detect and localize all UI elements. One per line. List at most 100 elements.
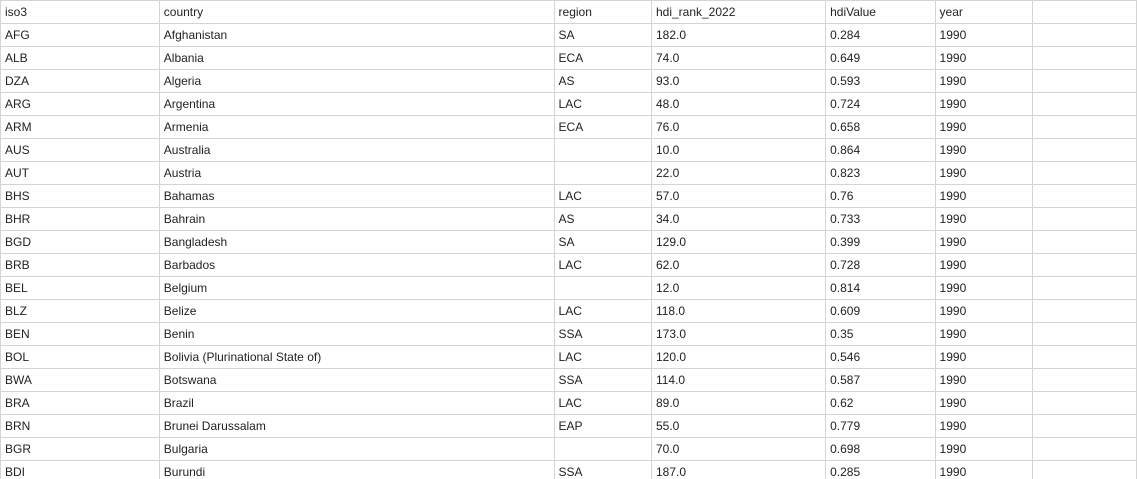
cell-region[interactable]: LAC — [553, 391, 652, 415]
cell-year[interactable]: 1990 — [934, 276, 1033, 300]
cell-extra[interactable] — [1031, 23, 1137, 47]
cell-iso3[interactable]: ARG — [0, 92, 160, 116]
cell-year[interactable]: 1990 — [934, 46, 1033, 70]
cell-extra[interactable] — [1031, 276, 1137, 300]
cell-country[interactable]: Bolivia (Plurinational State of) — [158, 345, 555, 369]
column-header-extra[interactable] — [1031, 0, 1137, 24]
cell-iso3[interactable]: ARM — [0, 115, 160, 139]
cell-country[interactable]: Armenia — [158, 115, 555, 139]
cell-extra[interactable] — [1031, 460, 1137, 479]
cell-hdi-value[interactable]: 0.399 — [825, 230, 936, 254]
cell-hdi-rank-2022[interactable]: 74.0 — [650, 46, 827, 70]
cell-iso3[interactable]: BLZ — [0, 299, 160, 323]
cell-extra[interactable] — [1031, 69, 1137, 93]
cell-year[interactable]: 1990 — [934, 23, 1033, 47]
cell-hdi-rank-2022[interactable]: 34.0 — [650, 207, 827, 231]
cell-hdi-rank-2022[interactable]: 62.0 — [650, 253, 827, 277]
cell-region[interactable]: ECA — [553, 115, 652, 139]
cell-hdi-rank-2022[interactable]: 93.0 — [650, 69, 827, 93]
cell-iso3[interactable]: BHR — [0, 207, 160, 231]
column-header-hdi-value[interactable]: hdiValue — [825, 0, 936, 24]
cell-hdi-rank-2022[interactable]: 182.0 — [650, 23, 827, 47]
cell-hdi-value[interactable]: 0.285 — [825, 460, 936, 479]
cell-region[interactable]: LAC — [553, 92, 652, 116]
cell-country[interactable]: Belgium — [158, 276, 555, 300]
cell-country[interactable]: Argentina — [158, 92, 555, 116]
cell-region[interactable] — [553, 437, 652, 461]
cell-year[interactable]: 1990 — [934, 115, 1033, 139]
cell-region[interactable] — [553, 138, 652, 162]
cell-hdi-rank-2022[interactable]: 70.0 — [650, 437, 827, 461]
cell-hdi-value[interactable]: 0.76 — [825, 184, 936, 208]
cell-hdi-rank-2022[interactable]: 173.0 — [650, 322, 827, 346]
cell-year[interactable]: 1990 — [934, 460, 1033, 479]
cell-country[interactable]: Botswana — [158, 368, 555, 392]
cell-hdi-rank-2022[interactable]: 129.0 — [650, 230, 827, 254]
cell-hdi-value[interactable]: 0.724 — [825, 92, 936, 116]
cell-year[interactable]: 1990 — [934, 69, 1033, 93]
column-header-hdi-rank-2022[interactable]: hdi_rank_2022 — [650, 0, 827, 24]
cell-country[interactable]: Bulgaria — [158, 437, 555, 461]
cell-country[interactable]: Burundi — [158, 460, 555, 479]
cell-extra[interactable] — [1031, 46, 1137, 70]
cell-region[interactable]: AS — [553, 207, 652, 231]
cell-extra[interactable] — [1031, 115, 1137, 139]
cell-year[interactable]: 1990 — [934, 391, 1033, 415]
cell-region[interactable]: SSA — [553, 368, 652, 392]
cell-iso3[interactable]: ALB — [0, 46, 160, 70]
cell-extra[interactable] — [1031, 414, 1137, 438]
cell-hdi-rank-2022[interactable]: 114.0 — [650, 368, 827, 392]
cell-hdi-rank-2022[interactable]: 89.0 — [650, 391, 827, 415]
cell-iso3[interactable]: BEL — [0, 276, 160, 300]
cell-hdi-rank-2022[interactable]: 12.0 — [650, 276, 827, 300]
cell-hdi-value[interactable]: 0.658 — [825, 115, 936, 139]
cell-region[interactable]: EAP — [553, 414, 652, 438]
cell-region[interactable]: LAC — [553, 345, 652, 369]
cell-year[interactable]: 1990 — [934, 161, 1033, 185]
cell-country[interactable]: Bahamas — [158, 184, 555, 208]
cell-region[interactable]: ECA — [553, 46, 652, 70]
cell-hdi-value[interactable]: 0.609 — [825, 299, 936, 323]
cell-region[interactable] — [553, 276, 652, 300]
cell-extra[interactable] — [1031, 138, 1137, 162]
cell-hdi-value[interactable]: 0.698 — [825, 437, 936, 461]
cell-region[interactable]: SA — [553, 23, 652, 47]
cell-year[interactable]: 1990 — [934, 368, 1033, 392]
cell-hdi-value[interactable]: 0.35 — [825, 322, 936, 346]
cell-extra[interactable] — [1031, 207, 1137, 231]
column-header-country[interactable]: country — [158, 0, 555, 24]
cell-extra[interactable] — [1031, 299, 1137, 323]
cell-hdi-value[interactable]: 0.728 — [825, 253, 936, 277]
cell-iso3[interactable]: BRB — [0, 253, 160, 277]
cell-year[interactable]: 1990 — [934, 322, 1033, 346]
cell-region[interactable]: SA — [553, 230, 652, 254]
cell-iso3[interactable]: BWA — [0, 368, 160, 392]
cell-iso3[interactable]: BHS — [0, 184, 160, 208]
cell-hdi-value[interactable]: 0.62 — [825, 391, 936, 415]
cell-region[interactable]: SSA — [553, 460, 652, 479]
cell-iso3[interactable]: BRN — [0, 414, 160, 438]
cell-year[interactable]: 1990 — [934, 299, 1033, 323]
column-header-region[interactable]: region — [553, 0, 652, 24]
cell-hdi-value[interactable]: 0.733 — [825, 207, 936, 231]
cell-year[interactable]: 1990 — [934, 138, 1033, 162]
cell-region[interactable]: LAC — [553, 184, 652, 208]
cell-extra[interactable] — [1031, 184, 1137, 208]
cell-hdi-value[interactable]: 0.546 — [825, 345, 936, 369]
cell-hdi-rank-2022[interactable]: 120.0 — [650, 345, 827, 369]
cell-hdi-rank-2022[interactable]: 48.0 — [650, 92, 827, 116]
column-header-iso3[interactable]: iso3 — [0, 0, 160, 24]
cell-year[interactable]: 1990 — [934, 253, 1033, 277]
cell-region[interactable] — [553, 161, 652, 185]
cell-year[interactable]: 1990 — [934, 437, 1033, 461]
cell-country[interactable]: Brunei Darussalam — [158, 414, 555, 438]
cell-extra[interactable] — [1031, 161, 1137, 185]
cell-country[interactable]: Austria — [158, 161, 555, 185]
cell-country[interactable]: Algeria — [158, 69, 555, 93]
cell-year[interactable]: 1990 — [934, 207, 1033, 231]
cell-extra[interactable] — [1031, 345, 1137, 369]
cell-extra[interactable] — [1031, 230, 1137, 254]
cell-hdi-rank-2022[interactable]: 187.0 — [650, 460, 827, 479]
cell-hdi-rank-2022[interactable]: 55.0 — [650, 414, 827, 438]
cell-extra[interactable] — [1031, 391, 1137, 415]
